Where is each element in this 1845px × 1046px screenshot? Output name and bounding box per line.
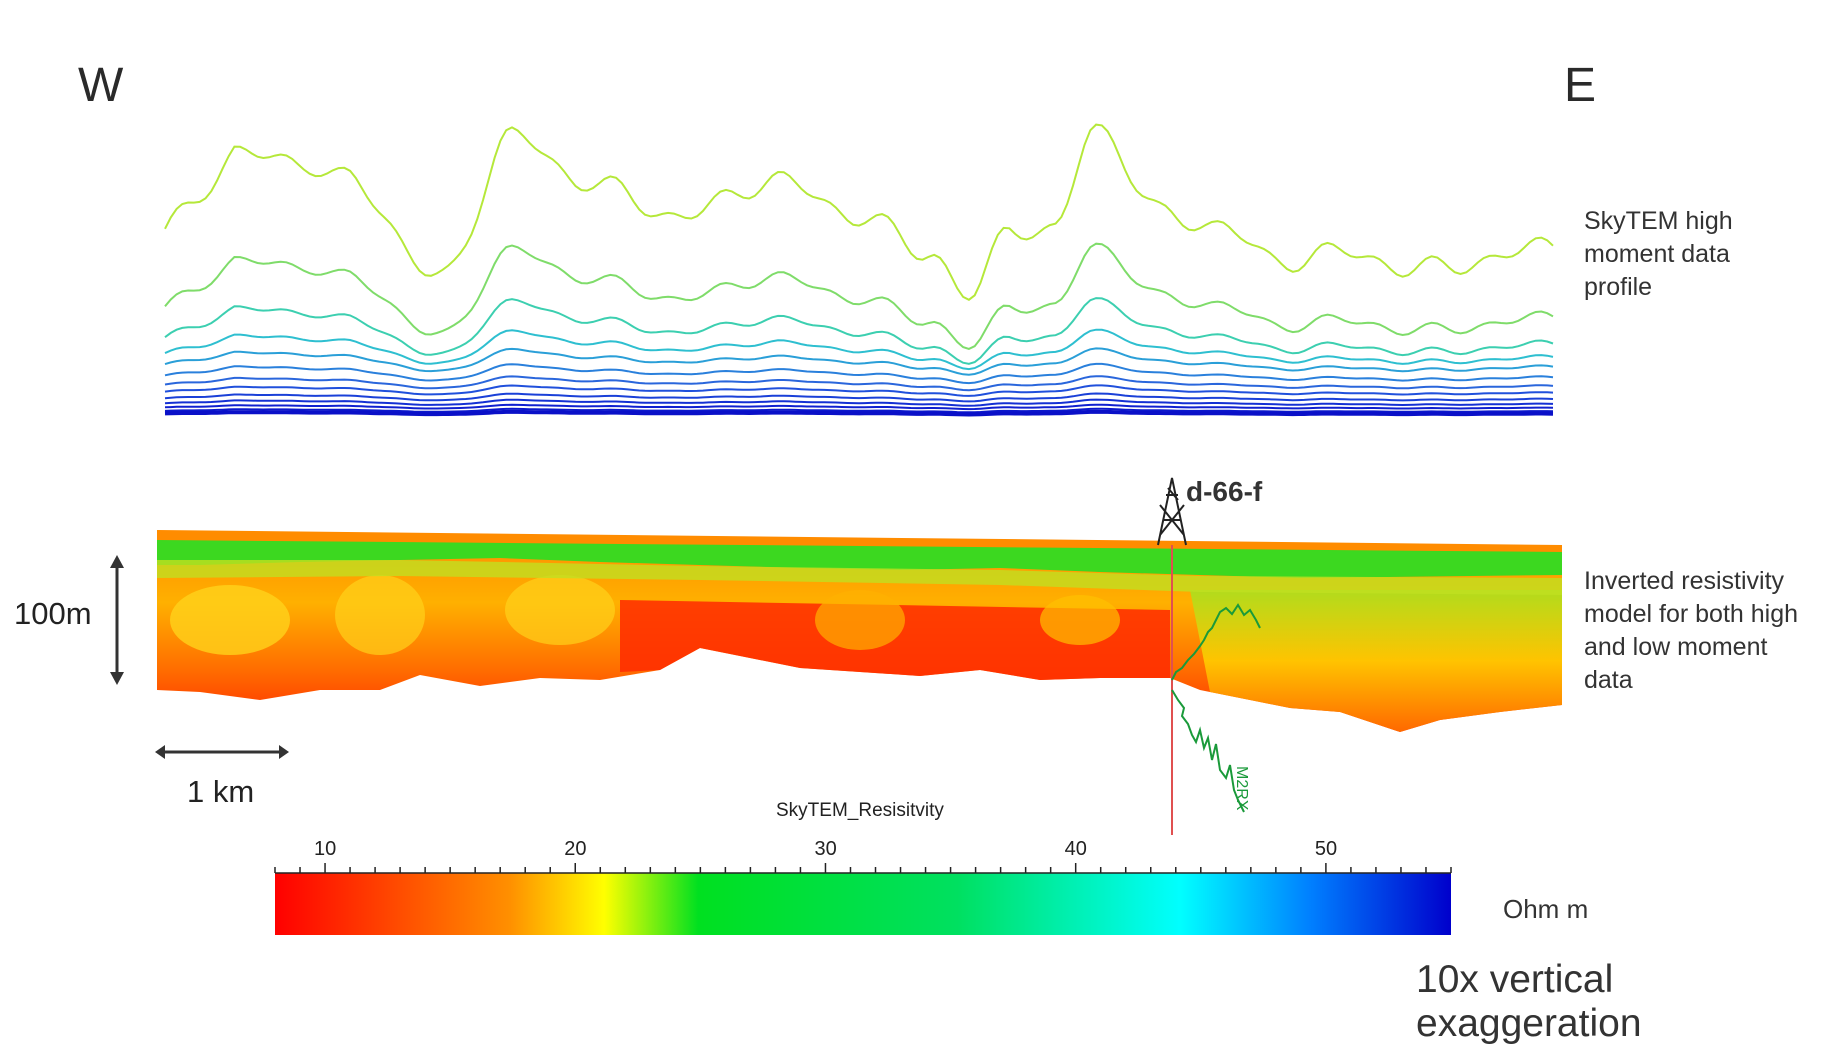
profile-curve	[164, 123, 1554, 301]
colorbar-tick-label: 40	[1064, 838, 1087, 860]
horizontal-scale-label: 1 km	[187, 774, 255, 809]
section-graphic	[110, 123, 1562, 935]
east-label: E	[1564, 59, 1597, 112]
profile-curve	[164, 398, 1554, 407]
profile-curve	[164, 392, 1554, 403]
profile-curve	[164, 403, 1554, 411]
vertical-exaggeration-note: 10x vertical exaggeration	[1416, 958, 1642, 1045]
resistivity-model	[157, 530, 1562, 732]
colorbar-tick-label: 10	[314, 838, 337, 860]
profile-curve	[164, 409, 1554, 417]
vertical-scale-label: 100m	[14, 596, 92, 631]
profile-curve	[164, 347, 1554, 376]
data-profile-curves	[164, 123, 1554, 417]
profile-curve	[164, 375, 1554, 392]
west-label: W	[78, 59, 124, 112]
profile-curve	[164, 407, 1554, 414]
profile-curve	[164, 242, 1554, 350]
profile-description: SkyTEM high moment data profile	[1584, 207, 1733, 301]
colorbar-tick-label: 20	[564, 838, 587, 860]
colorbar-tick-label: 50	[1314, 838, 1338, 860]
horizontal-scale-arrow	[155, 745, 289, 759]
profile-curve	[164, 297, 1554, 365]
colorbar-axis	[274, 863, 1452, 874]
log-label: M2RX	[1233, 766, 1250, 811]
vertical-scale-arrow	[110, 555, 124, 685]
profile-curve	[164, 362, 1554, 385]
colorbar-unit: Ohm m	[1503, 894, 1589, 924]
model-description: Inverted resistivity model for both high…	[1584, 567, 1799, 694]
well-name: d-66-f	[1186, 476, 1263, 507]
profile-curve	[164, 328, 1554, 371]
colorbar-tick-label: 30	[814, 838, 837, 860]
resistivity-log-curve	[1171, 603, 1261, 813]
colorbar-title: SkyTEM_Resisitvity	[776, 800, 944, 821]
colorbar	[275, 873, 1451, 935]
profile-curve	[164, 384, 1554, 397]
